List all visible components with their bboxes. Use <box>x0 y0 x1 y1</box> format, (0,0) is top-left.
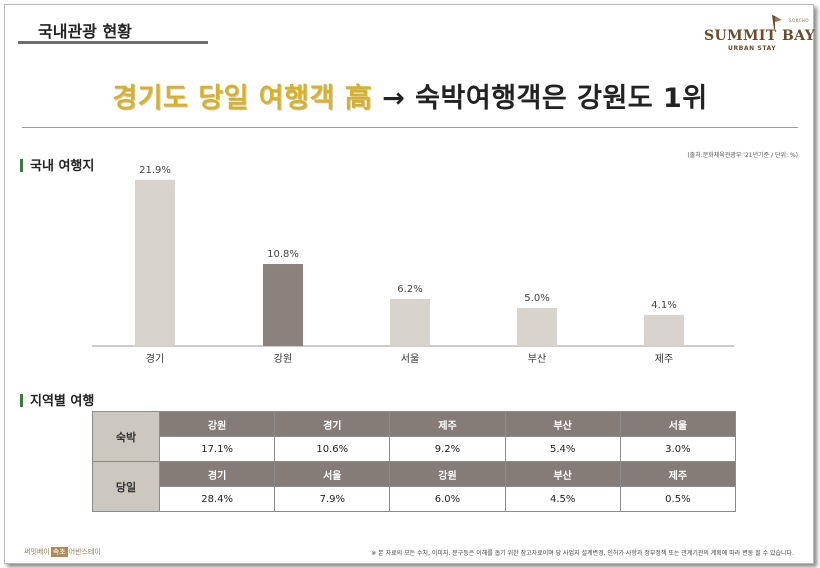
headline-rest: 숙박여행객은 강원도 1위 <box>415 83 708 114</box>
region-cell: 제주 <box>389 411 506 437</box>
region-cell: 강원 <box>389 461 506 487</box>
table-value-row: 17.1% 10.6% 9.2% 5.4% 3.0% <box>93 436 737 462</box>
value-cell: 7.9% <box>274 486 391 512</box>
table-header-row: 숙박 강원 경기 제주 부산 서울 <box>92 411 737 462</box>
table-value-row: 28.4% 7.9% 6.0% 4.5% 0.5% <box>93 486 737 512</box>
value-cell: 9.2% <box>389 436 506 462</box>
bar-value-label: 4.1% <box>651 300 676 311</box>
x-tick-label: 부산 <box>528 353 546 365</box>
bar-chart: 21.9% 경기 10.8% 강원 6.2% 서울 5.0% 부산 4.1% 제주 <box>92 165 734 365</box>
region-cell: 서울 <box>619 411 737 437</box>
bar-value-label: 21.9% <box>139 165 171 176</box>
footer-brand-right: 어반스테이 <box>68 548 101 556</box>
section-marker <box>20 394 23 407</box>
bar-1 <box>135 179 175 346</box>
x-tick-label: 강원 <box>274 353 292 365</box>
value-cell: 3.0% <box>619 436 737 462</box>
logo-tag: SOKCHO <box>789 18 810 23</box>
region-cell: 경기 <box>158 461 276 487</box>
headline-divider <box>22 127 798 128</box>
section-marker <box>20 159 23 172</box>
footer-disclaimer: ※ 본 자료의 모든 수치, 이미지, 문구등은 이해를 돕기 위한 참고자료이… <box>371 550 794 557</box>
footer-brand: 써밋베이 속초 어반스테이 <box>24 547 101 557</box>
value-cell: 6.0% <box>389 486 506 512</box>
value-cell: 5.4% <box>504 436 621 462</box>
headline-highlight: 경기도 당일 여행객 高 <box>112 83 373 114</box>
row-label: 숙박 <box>92 411 160 462</box>
footer-brand-left: 써밋베이 <box>24 548 50 556</box>
bar-value-label: 5.0% <box>524 293 549 304</box>
bar-2 <box>263 264 303 346</box>
value-cell: 0.5% <box>619 486 737 512</box>
section-label-chart: 국내 여행지 <box>20 155 94 174</box>
bar-value-label: 10.8% <box>267 249 299 260</box>
region-cell: 부산 <box>504 461 621 487</box>
logo-subtitle: URBAN STAY <box>728 45 777 52</box>
value-cell: 10.6% <box>274 436 391 462</box>
headline-arrow: → <box>382 83 406 114</box>
summit-bay-logo: SOKCHO SUMMIT BAY URBAN STAY <box>704 14 815 54</box>
x-tick-label: 경기 <box>146 352 164 365</box>
title-underline <box>18 41 208 44</box>
region-cell: 부산 <box>504 411 621 437</box>
page-title: 국내관광 현황 <box>38 22 132 41</box>
bar-4 <box>517 308 557 346</box>
x-tick-label: 제주 <box>655 353 673 365</box>
section-table-title: 지역별 여행 <box>30 394 95 409</box>
value-cell: 4.5% <box>504 486 621 512</box>
region-cell: 경기 <box>274 411 391 437</box>
logo-brand: SUMMIT BAY <box>704 28 816 44</box>
headline: 경기도 당일 여행객 高 → 숙박여행객은 강원도 1위 <box>0 76 820 115</box>
region-cell: 강원 <box>158 411 276 437</box>
region-cell: 서울 <box>274 461 391 487</box>
region-cell: 제주 <box>619 461 737 487</box>
table-header-row: 당일 경기 서울 강원 부산 제주 <box>92 461 737 512</box>
footer-brand-chip: 속초 <box>50 547 68 557</box>
region-table: 숙박 강원 경기 제주 부산 서울 17.1% 10.6% 9.2% 5.4% 3.0% 당일 경기 서울… <box>92 411 737 512</box>
row-label: 당일 <box>92 461 160 512</box>
bar-5 <box>644 314 684 346</box>
value-cell: 17.1% <box>158 436 276 462</box>
logo-flag-icon <box>772 15 782 29</box>
section-label-table: 지역별 여행 <box>20 390 94 409</box>
x-tick-label: 서울 <box>401 353 419 365</box>
value-cell: 28.4% <box>158 486 276 512</box>
bar-3 <box>390 298 430 346</box>
source-note: (출처:문화체육관광부 '21년기준 / 단위: %) <box>687 152 798 159</box>
bar-value-label: 6.2% <box>397 284 422 295</box>
section-chart-title: 국내 여행지 <box>30 159 95 174</box>
